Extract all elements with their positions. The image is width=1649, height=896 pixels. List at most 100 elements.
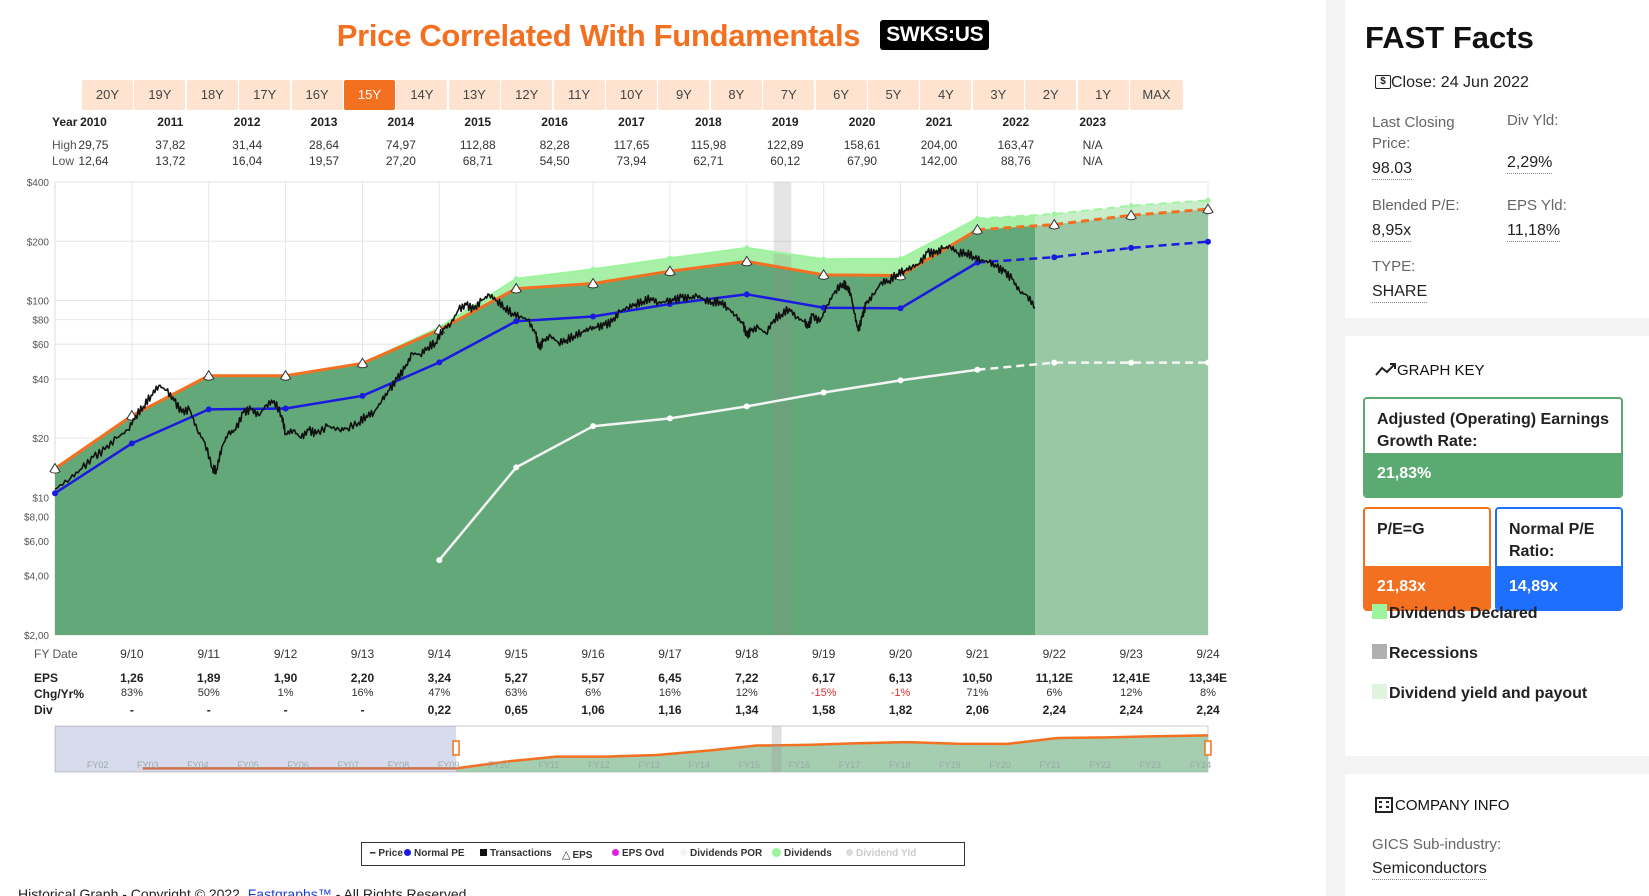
low-value: N/A (1082, 154, 1103, 168)
navigator-label: FY13 (638, 760, 660, 770)
chart-legend: ━ Price Normal PE Transactions △ EPS EPS Ovd Di… (361, 842, 965, 866)
div-value: 1,82 (888, 703, 913, 717)
navigator-label: FY22 (1089, 760, 1111, 770)
year-header: 2017 (618, 115, 645, 129)
eps-value: 5,27 (504, 671, 528, 685)
range-button-15y[interactable]: 15Y (344, 80, 395, 110)
eps-marker (587, 277, 599, 289)
range-button-13y[interactable]: 13Y (448, 80, 500, 110)
range-button-10y[interactable]: 10Y (606, 80, 657, 110)
range-button-14y[interactable]: 14Y (396, 80, 448, 110)
eps-value: 12,41E (1112, 671, 1151, 685)
low-value: 13,72 (155, 154, 186, 168)
low-value: 67,90 (847, 154, 878, 168)
eps-marker (510, 282, 522, 294)
high-value: 122,89 (766, 138, 804, 152)
year-header: 2016 (541, 115, 568, 129)
type-label: TYPE: (1372, 258, 1416, 275)
eps-marker (664, 265, 676, 277)
low-value: 16,04 (232, 154, 263, 168)
fastgraphs-link[interactable]: Fastgraphs™ (247, 886, 332, 896)
dividend-yield-point (743, 403, 750, 410)
range-button-max[interactable]: MAX (1130, 80, 1183, 110)
range-button-4y[interactable]: 4Y (920, 80, 972, 110)
fy-date: 9/19 (811, 647, 836, 661)
legend-normal-pe[interactable]: Normal PE (404, 848, 465, 859)
eps-value: 2,20 (350, 671, 375, 685)
year-header: 2012 (233, 115, 261, 129)
navigator-label: FY10 (488, 760, 510, 770)
eps-value: 1,90 (273, 671, 298, 685)
fy-date: 9/18 (735, 647, 759, 661)
high-value: 115,98 (690, 138, 727, 152)
legend-transactions[interactable]: Transactions (480, 848, 552, 859)
navigator-label: FY12 (588, 760, 610, 770)
price-line (54, 244, 1036, 490)
y-tick-label: $20 (32, 434, 49, 445)
range-button-3y[interactable]: 3Y (972, 80, 1024, 110)
range-button-1y[interactable]: 1Y (1077, 80, 1129, 110)
navigator-label: FY03 (137, 760, 159, 770)
low-value: 62,71 (693, 154, 724, 168)
range-button-7y[interactable]: 7Y (763, 80, 815, 110)
legend-price[interactable]: ━ Price (370, 848, 403, 859)
chg-value: 63% (505, 687, 528, 699)
navigator-recession (771, 726, 782, 772)
chart-title-text: Price Correlated With Fundamentals (336, 18, 861, 53)
side-panel: FAST Facts $ Close: 24 Jun 2022 Last Clos… (1345, 0, 1649, 896)
row-label-chg: Chg/Yr% (34, 687, 85, 701)
range-button-5y[interactable]: 5Y (868, 80, 919, 110)
high-value: 117,65 (613, 138, 650, 152)
eps-yld-value: 11,18% (1507, 222, 1561, 242)
eps-value: 13,34E (1188, 671, 1228, 685)
dollar-icon: $ (1375, 74, 1391, 89)
legend-eps-ovd[interactable]: EPS Ovd (612, 848, 664, 859)
legend-dividends[interactable]: Dividends (772, 847, 832, 859)
company-info-header: COMPANY INFO (1375, 797, 1509, 814)
legend-dividend-yld[interactable]: Dividend Yld (846, 848, 916, 859)
navigator-label: FY14 (688, 760, 710, 770)
dividend-point (513, 276, 519, 282)
row-label-eps: EPS (34, 671, 59, 685)
price-chart[interactable]: $400 $200 $100 $80 $60 $40 $20 $10 $8,00 $6,00 $4,… (0, 0, 1326, 840)
dividend-point (590, 266, 596, 272)
range-button-2y[interactable]: 2Y (1025, 80, 1077, 110)
fy-date: 9/23 (1119, 647, 1143, 661)
low-value: 27,20 (385, 154, 416, 168)
range-button-20y[interactable]: 20Y (82, 80, 133, 110)
fy-date: 9/12 (273, 647, 298, 661)
chg-value: 6% (1046, 687, 1063, 699)
y-tick-label: $400 (27, 178, 50, 189)
dividend-point (667, 255, 673, 261)
y-tick-label: $40 (32, 375, 49, 386)
range-button-12y[interactable]: 12Y (501, 80, 553, 110)
fy-date: 9/20 (888, 647, 913, 661)
year-header: 2010 (80, 115, 107, 129)
range-button-19y[interactable]: 19Y (134, 80, 186, 110)
range-button-9y[interactable]: 9Y (658, 80, 710, 110)
legend-dividends-por[interactable]: Dividends POR (680, 848, 762, 859)
normal-pe-point (359, 392, 366, 399)
range-button-16y[interactable]: 16Y (291, 80, 343, 110)
div-value: - (283, 703, 288, 717)
low-value: 19,57 (309, 154, 340, 168)
div-yield-swatch (1372, 684, 1387, 700)
dividend-yield-line (438, 368, 978, 561)
year-header: 2022 (1002, 115, 1030, 129)
range-button-11y[interactable]: 11Y (553, 80, 605, 110)
eps-marker (1125, 209, 1137, 221)
range-button-17y[interactable]: 17Y (239, 80, 291, 110)
range-button-18y[interactable]: 18Y (186, 80, 238, 110)
key-recessions: Recessions (1372, 644, 1478, 663)
legend-eps[interactable]: △ EPS (562, 848, 592, 861)
range-button-6y[interactable]: 6Y (815, 80, 867, 110)
year-header: 2021 (925, 115, 953, 129)
y-tick-label: $8,00 (24, 512, 49, 523)
high-value: N/A (1082, 138, 1103, 152)
range-button-8y[interactable]: 8Y (710, 80, 762, 110)
legend-marker-normal-pe (404, 848, 411, 856)
div-value: 1,06 (581, 703, 605, 717)
low-value: 12,64 (78, 154, 109, 168)
dividend-yield-point (1205, 359, 1211, 366)
row-label-low: Low (52, 154, 75, 168)
